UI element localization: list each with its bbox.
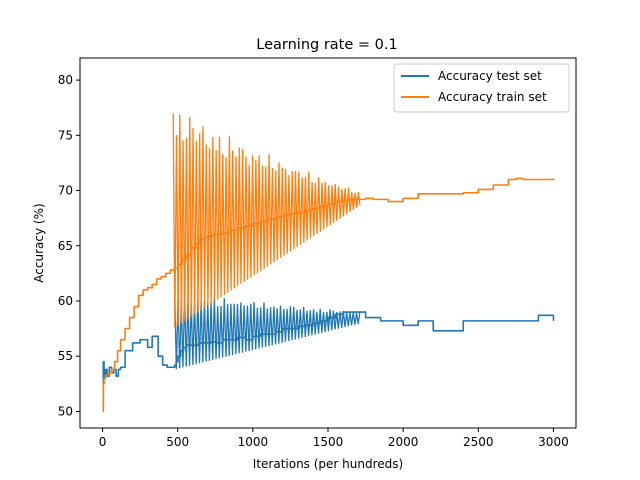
y-tick-label: 70 bbox=[58, 184, 73, 198]
series-accuracy-train-set bbox=[102, 113, 555, 413]
x-tick-label: 3000 bbox=[538, 435, 569, 449]
y-tick-label: 80 bbox=[58, 73, 73, 87]
x-tick-label: 1500 bbox=[313, 435, 344, 449]
series-accuracy-train-set-line bbox=[102, 177, 555, 413]
y-tick-label: 75 bbox=[58, 128, 73, 142]
x-tick-label: 0 bbox=[99, 435, 107, 449]
legend-label: Accuracy test set bbox=[438, 69, 542, 83]
series-accuracy-test-set bbox=[102, 290, 555, 407]
series-accuracy-test-set-line bbox=[102, 311, 555, 407]
series-accuracy-test-set-oscillation bbox=[174, 290, 361, 370]
series-accuracy-train-set-oscillation bbox=[172, 113, 361, 328]
plot-area bbox=[102, 113, 555, 413]
y-axis-label: Accuracy (%) bbox=[32, 203, 46, 282]
legend: Accuracy test set Accuracy train set bbox=[393, 63, 570, 113]
y-tick-label: 55 bbox=[58, 349, 73, 363]
x-tick-label: 2500 bbox=[463, 435, 494, 449]
legend-box bbox=[393, 63, 570, 113]
y-tick-label: 50 bbox=[58, 404, 73, 418]
plot-frame bbox=[79, 57, 577, 429]
y-tick-label: 60 bbox=[58, 294, 73, 308]
x-tick-label: 2000 bbox=[388, 435, 419, 449]
chart-title: Learning rate = 0.1 bbox=[256, 37, 397, 53]
x-tick-label: 500 bbox=[166, 435, 189, 449]
y-axis: 50 55 60 65 70 75 80 bbox=[58, 73, 80, 418]
y-tick-label: 65 bbox=[58, 239, 73, 253]
x-tick-label: 1000 bbox=[238, 435, 269, 449]
x-axis: 0 500 1000 1500 2000 2500 3000 bbox=[99, 428, 569, 449]
legend-label: Accuracy train set bbox=[438, 90, 547, 104]
x-axis-label: Iterations (per hundreds) bbox=[253, 457, 403, 471]
